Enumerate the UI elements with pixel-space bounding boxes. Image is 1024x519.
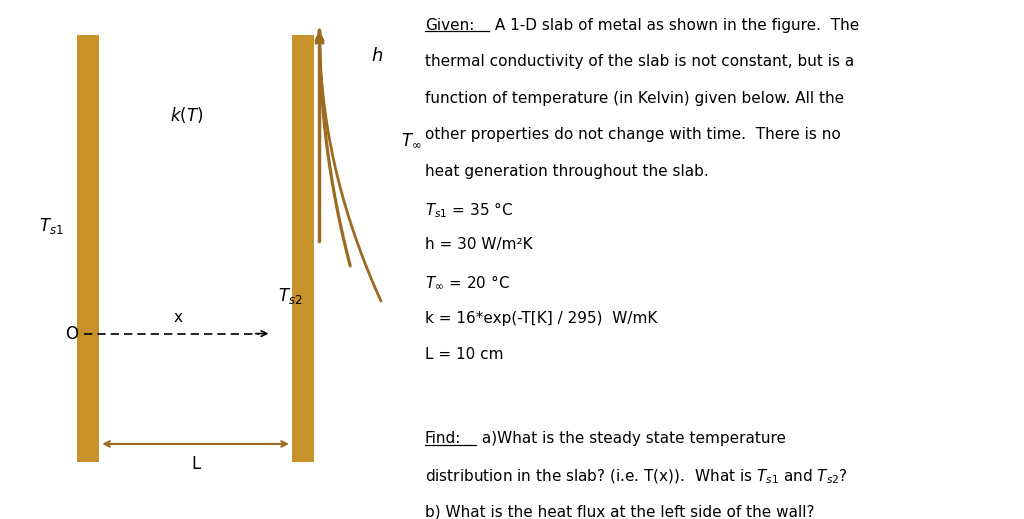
Text: L = 10 cm: L = 10 cm — [425, 347, 504, 362]
Text: Find:: Find: — [425, 431, 462, 446]
Text: $k(T)$: $k(T)$ — [170, 105, 203, 126]
Text: $T_{s1}$ = 35 °C: $T_{s1}$ = 35 °C — [425, 201, 513, 221]
Text: L: L — [190, 455, 201, 473]
Text: k = 16*exp(-T[K] / 295)  W/mK: k = 16*exp(-T[K] / 295) W/mK — [425, 310, 657, 325]
Bar — [292, 35, 314, 461]
Text: function of temperature (in Kelvin) given below. All the: function of temperature (in Kelvin) give… — [425, 91, 844, 106]
Text: A 1-D slab of metal as shown in the figure.  The: A 1-D slab of metal as shown in the figu… — [490, 18, 860, 33]
Text: Given:: Given: — [425, 18, 474, 33]
Text: O: O — [65, 324, 78, 343]
Text: $T_\infty$: $T_\infty$ — [401, 131, 422, 149]
Text: x: x — [174, 310, 182, 325]
Bar — [77, 35, 99, 461]
Text: other properties do not change with time.  There is no: other properties do not change with time… — [425, 128, 841, 142]
Text: thermal conductivity of the slab is not constant, but is a: thermal conductivity of the slab is not … — [425, 54, 854, 69]
Text: distribution in the slab? (i.e. T(x)).  What is $T_{s1}$ and $T_{s2}$?: distribution in the slab? (i.e. T(x)). W… — [425, 468, 848, 486]
Text: $T_{s1}$: $T_{s1}$ — [39, 216, 63, 236]
Text: $T_\infty$ = 20 °C: $T_\infty$ = 20 °C — [425, 274, 510, 291]
Text: b) What is the heat flux at the left side of the wall?: b) What is the heat flux at the left sid… — [425, 504, 814, 519]
Text: heat generation throughout the slab.: heat generation throughout the slab. — [425, 164, 709, 179]
Text: $T_{s2}$: $T_{s2}$ — [278, 286, 302, 306]
Text: $h$: $h$ — [371, 47, 383, 65]
Text: h = 30 W/m²K: h = 30 W/m²K — [425, 237, 532, 252]
Text: a)What is the steady state temperature: a)What is the steady state temperature — [477, 431, 786, 446]
